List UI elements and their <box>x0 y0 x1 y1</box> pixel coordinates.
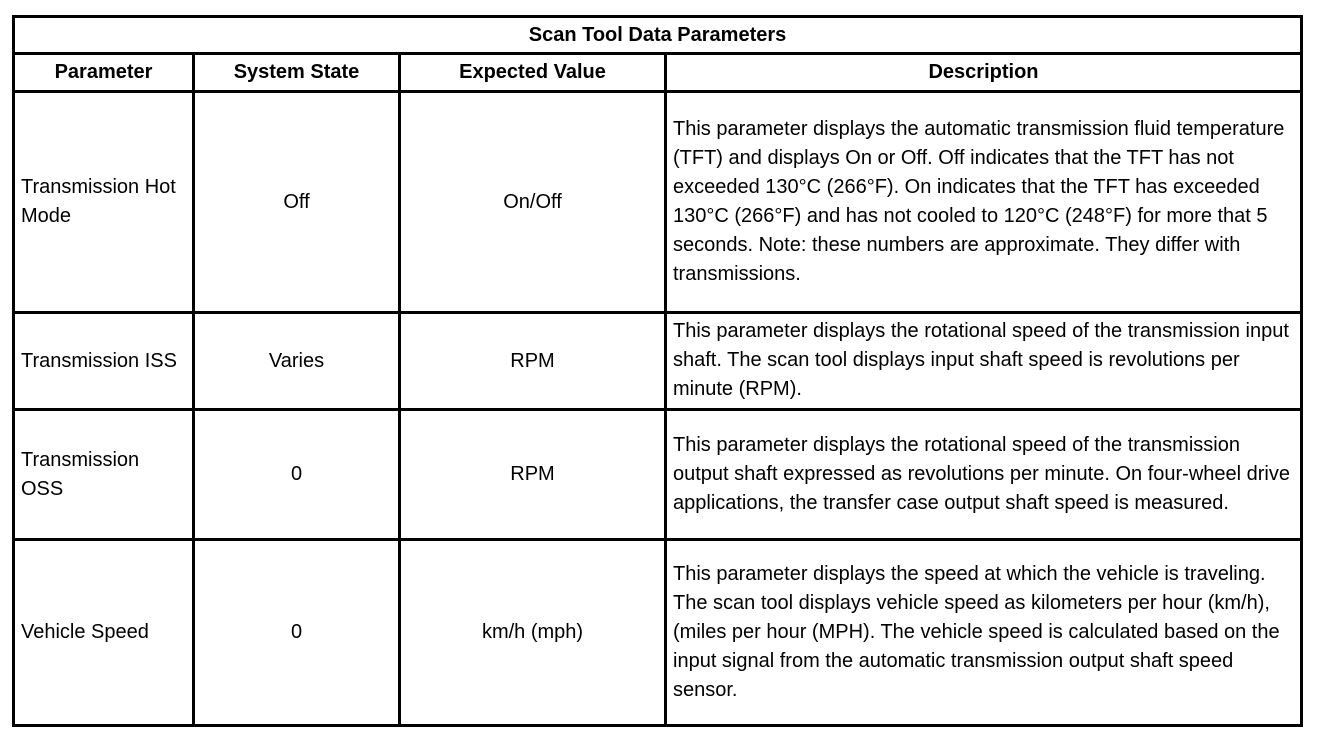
scan-tool-data-table: Scan Tool Data Parameters Parameter Syst… <box>11 15 1304 727</box>
header-system-state: System State <box>192 52 401 93</box>
parameter-cell: Transmission OSS <box>12 408 195 541</box>
expected-value-cell: RPM <box>398 408 667 541</box>
expected-value-cell: On/Off <box>398 90 667 314</box>
system-state-cell: Off <box>192 90 401 314</box>
parameter-cell: Vehicle Speed <box>12 538 195 727</box>
header-row: Parameter System State Expected Value De… <box>12 52 1304 93</box>
header-expected-value: Expected Value <box>398 52 667 93</box>
parameter-cell: Transmission ISS <box>12 311 195 411</box>
table-row: Vehicle Speed 0 km/h (mph) This paramete… <box>12 538 1304 727</box>
header-description: Description <box>663 52 1304 93</box>
table-row: Transmission ISS Varies RPM This paramet… <box>12 311 1304 411</box>
system-state-cell: 0 <box>192 538 401 727</box>
table-row: Transmission Hot Mode Off On/Off This pa… <box>12 90 1304 314</box>
expected-value-cell: km/h (mph) <box>398 538 667 727</box>
system-state-cell: Varies <box>192 311 401 411</box>
description-cell: This parameter displays the rotational s… <box>663 408 1304 541</box>
header-parameter: Parameter <box>12 52 195 93</box>
table-row: Transmission OSS 0 RPM This parameter di… <box>12 408 1304 541</box>
description-cell: This parameter displays the automatic tr… <box>663 90 1304 314</box>
description-cell: This parameter displays the rotational s… <box>663 311 1304 411</box>
description-cell: This parameter displays the speed at whi… <box>663 538 1304 727</box>
system-state-cell: 0 <box>192 408 401 541</box>
parameter-cell: Transmission Hot Mode <box>12 90 195 314</box>
expected-value-cell: RPM <box>398 311 667 411</box>
table-title: Scan Tool Data Parameters <box>11 15 1304 55</box>
